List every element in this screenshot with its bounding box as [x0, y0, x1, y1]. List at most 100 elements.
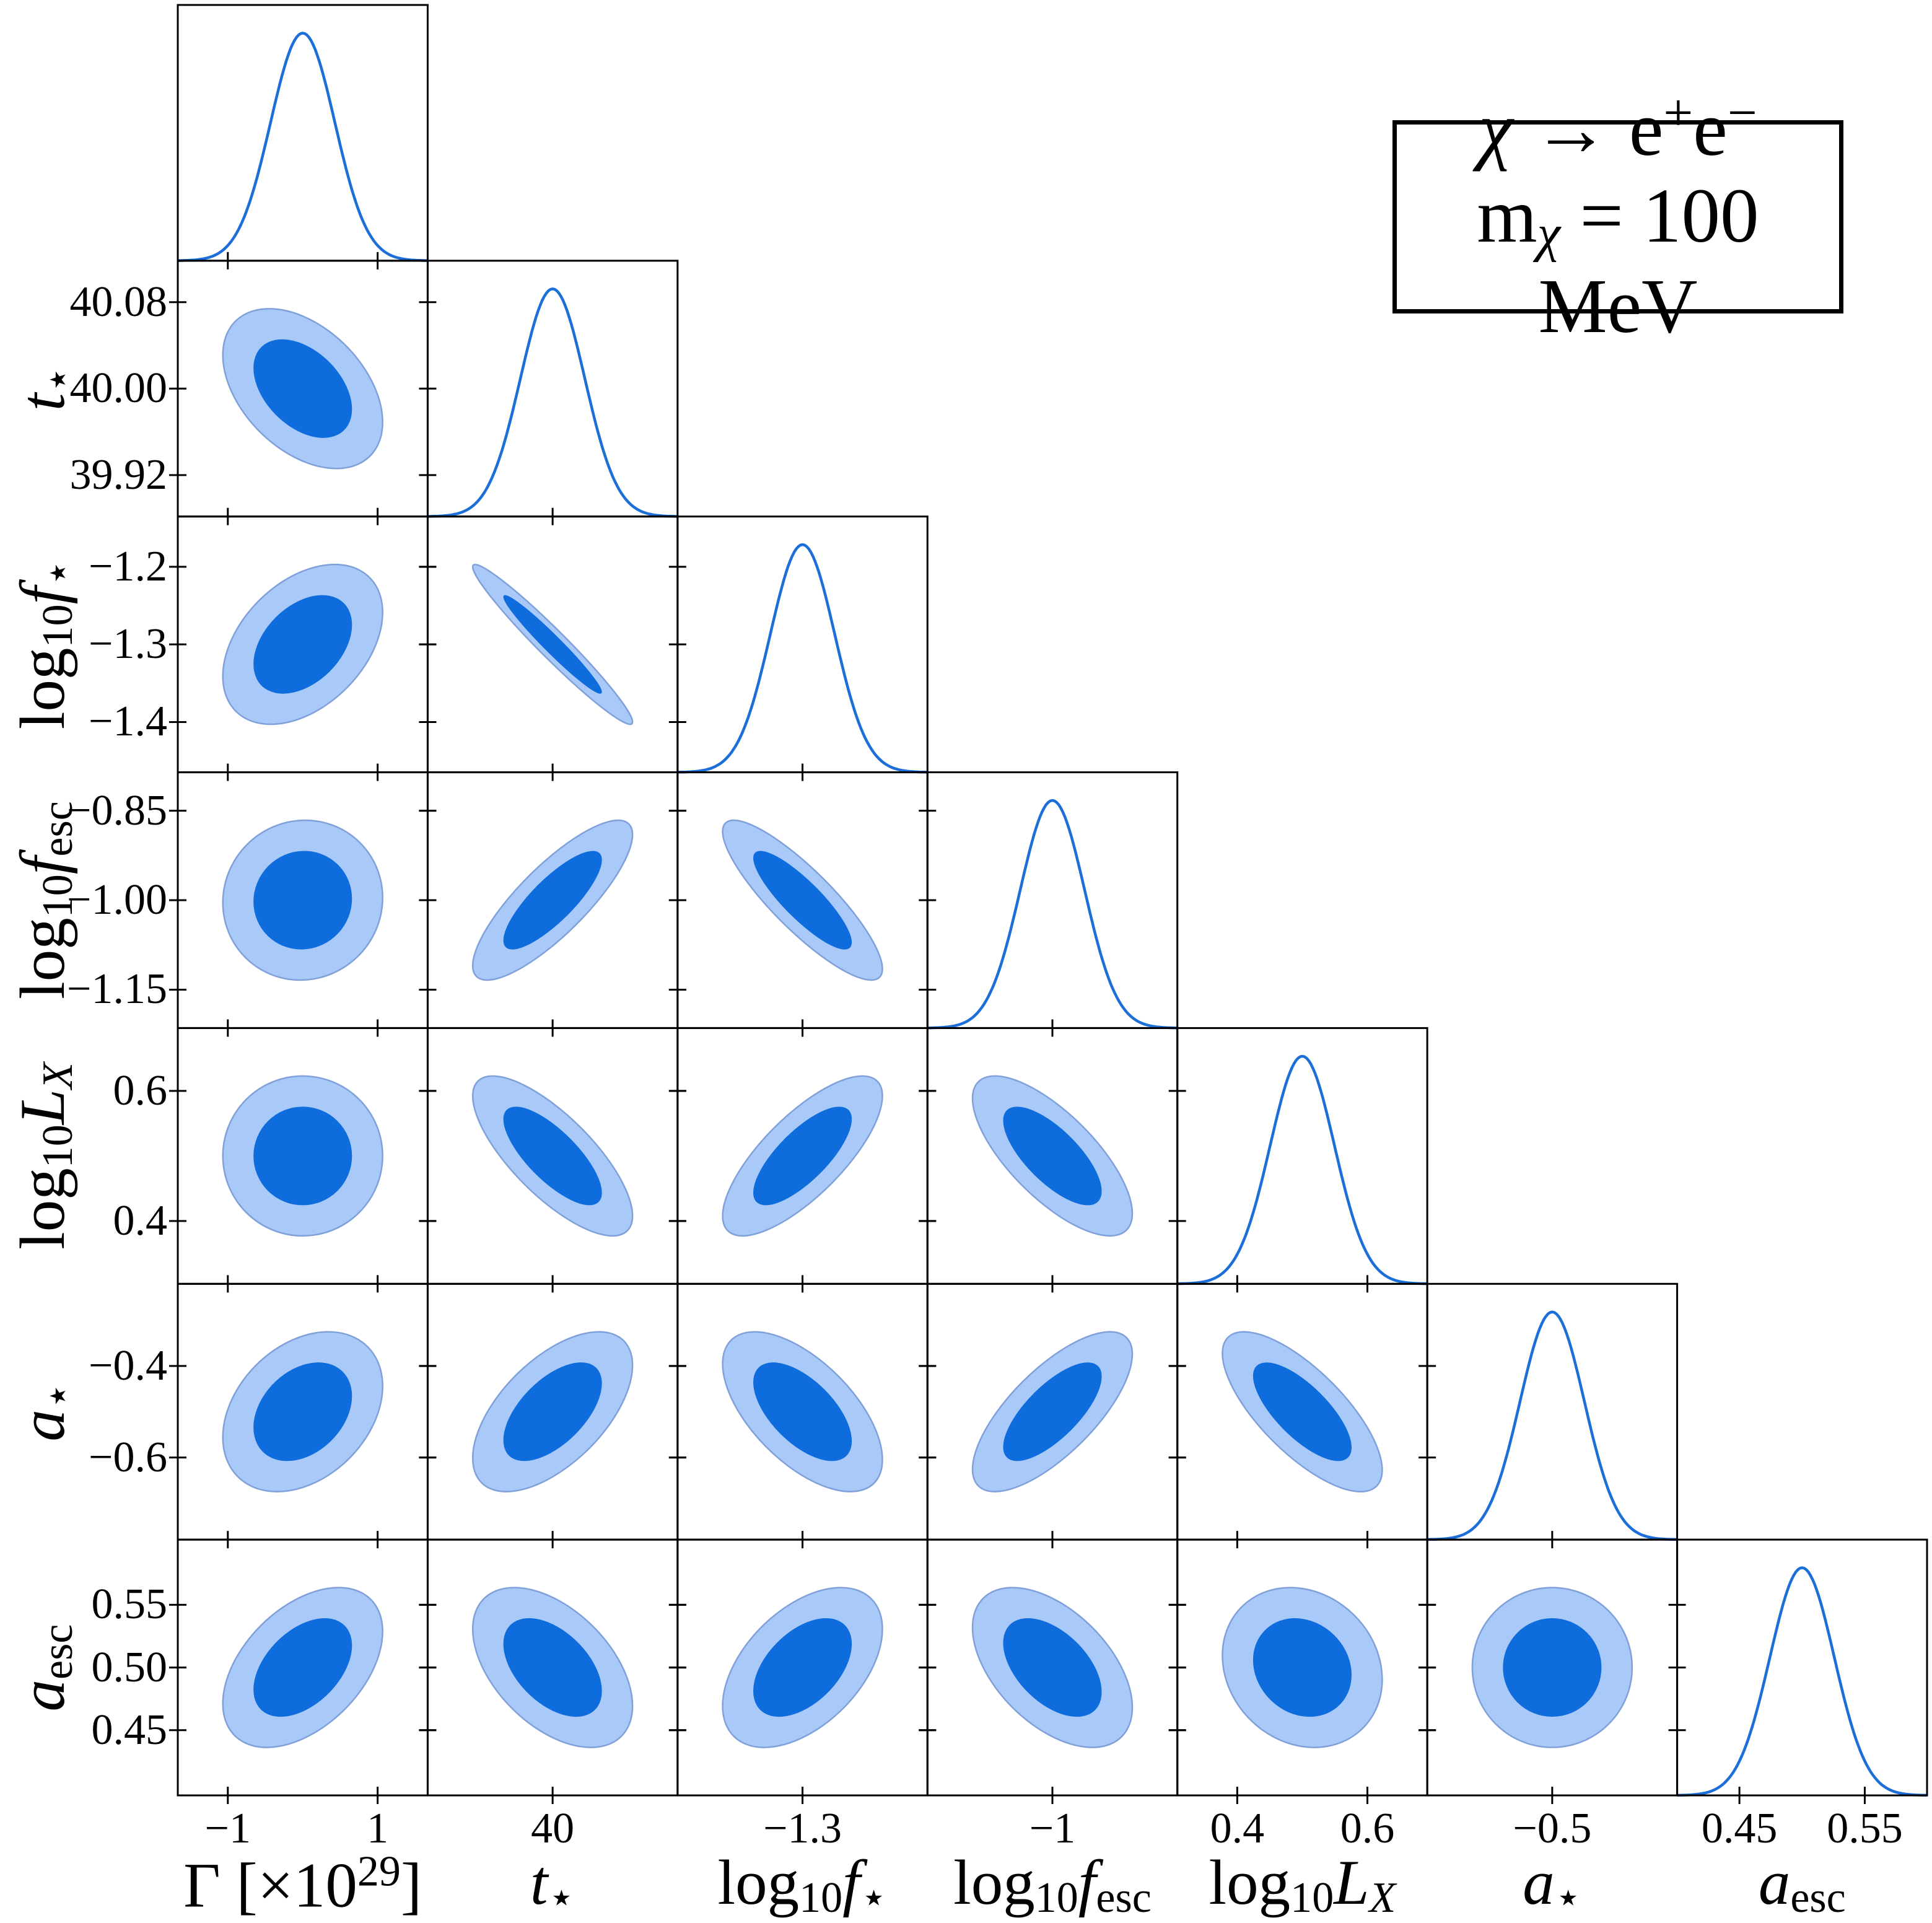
- label-segment: log: [7, 918, 79, 999]
- panel-frame: [926, 771, 1179, 1029]
- y-axis-label-log10_f_star: log10f⋆: [6, 559, 83, 729]
- density-curve-t_star: [427, 287, 678, 518]
- x-tick-label-log10_f_star-−1.3: −1.3: [763, 1805, 842, 1852]
- y-tick-label-log10_f_esc-−1.15: −1.15: [67, 965, 167, 1014]
- label-segment: f: [842, 1847, 860, 1919]
- contour-68: [1003, 1601, 1101, 1735]
- contour-68: [1003, 1087, 1101, 1225]
- label-segment: +: [1663, 83, 1694, 142]
- y-tick-label-log10_f_esc-−0.85: −0.85: [67, 786, 167, 834]
- density-curve-log10_f_esc: [927, 799, 1178, 1030]
- label-segment: esc: [33, 801, 82, 857]
- label-segment: t: [530, 1847, 548, 1919]
- label-segment: χ: [1537, 204, 1561, 263]
- contour-68: [254, 1107, 352, 1205]
- contour-68: [504, 1601, 601, 1734]
- panel-frame: [1176, 1027, 1428, 1285]
- contour-68: [754, 1601, 852, 1734]
- label-segment: 10: [33, 604, 82, 648]
- density-curve-Gamma_x1e29: [177, 32, 428, 262]
- panel-a_star-vs-log10_f_star: [668, 1282, 937, 1549]
- panel-a_esc-vs-t_star: [419, 1538, 686, 1805]
- label-segment: log: [1209, 1847, 1291, 1919]
- legend-line-2: mχ = 100 MeV: [1397, 173, 1839, 350]
- y-axis-label-t_star: t⋆: [6, 366, 83, 411]
- label-segment: ⋆: [33, 559, 82, 587]
- x-axis-label-a_star: a⋆: [1523, 1846, 1581, 1923]
- label-segment: f: [7, 586, 79, 605]
- x-tick-label-a_esc-0.45: 0.45: [1701, 1805, 1778, 1852]
- contour-68: [754, 833, 852, 968]
- y-axis-label-log10_f_esc: log10fesc: [6, 801, 83, 999]
- y-tick-label-log10_f_star-−1.3: −1.3: [89, 620, 167, 668]
- panel-a_esc-vs-log10_LX: [1168, 1538, 1436, 1805]
- panel-t_star-vs-Gamma_x1e29: [169, 260, 437, 525]
- panel-a_star-vs-log10_f_esc: [919, 1282, 1186, 1549]
- legend-line-1: χ → e+e−: [1479, 84, 1757, 173]
- panel-frame: [1676, 1538, 1928, 1797]
- panel-frame: [426, 260, 679, 518]
- contour-68: [754, 1087, 852, 1225]
- contour-68: [254, 1601, 352, 1733]
- y-axis-label-a_esc: aesc: [6, 1624, 83, 1711]
- x-axis-label-a_esc: aesc: [1759, 1846, 1846, 1923]
- label-segment: ⋆: [33, 1382, 82, 1409]
- panel-Gamma_x1e29-vs-Gamma_x1e29: [177, 4, 429, 269]
- panel-frame: [676, 515, 929, 774]
- x-tick-label-Gamma_x1e29-−1: −1: [204, 1805, 251, 1852]
- density-curve-log10_LX: [1177, 1054, 1428, 1286]
- panel-log10_f_esc-vs-log10_f_star: [668, 771, 937, 1037]
- panel-log10_f_esc-vs-t_star: [419, 771, 686, 1037]
- panel-a_esc-vs-log10_f_star: [668, 1538, 937, 1805]
- panel-log10_f_esc-vs-Gamma_x1e29: [169, 771, 437, 1037]
- y-tick-label-a_star-−0.6: −0.6: [89, 1433, 167, 1481]
- y-axis-label-log10_LX: log10LX: [6, 1062, 83, 1250]
- panel-a_star-vs-a_star: [1426, 1282, 1679, 1549]
- label-segment: log: [7, 1168, 79, 1250]
- y-tick-label-t_star-40.08: 40.08: [69, 278, 168, 326]
- label-segment: X: [33, 1062, 82, 1089]
- x-tick-label-a_esc-0.55: 0.55: [1827, 1805, 1903, 1852]
- y-tick-label-log10_LX-0.4: 0.4: [113, 1196, 168, 1245]
- x-axis-label-Gamma_x1e29: Γ [×1029]: [183, 1847, 422, 1922]
- x-axis-label-log10_f_esc: log10fesc: [953, 1846, 1152, 1923]
- y-tick-label-t_star-40.00: 40.00: [69, 364, 168, 413]
- label-segment: t: [7, 393, 79, 411]
- label-segment: 10: [33, 874, 82, 918]
- contour-68: [504, 832, 601, 968]
- label-segment: L: [7, 1089, 79, 1125]
- contour-68: [254, 580, 352, 709]
- label-segment: ⋆: [860, 1873, 888, 1922]
- x-axis-label-log10_LX: log10LX: [1209, 1846, 1396, 1923]
- density-curve-log10_f_star: [677, 543, 928, 774]
- contour-68: [1503, 1619, 1601, 1717]
- label-segment: 10: [1290, 1873, 1334, 1922]
- y-axis-label-a_star: a⋆: [6, 1382, 83, 1441]
- panel-frame: [177, 4, 429, 262]
- label-segment: 10: [1034, 1873, 1078, 1922]
- label-segment: a: [1523, 1847, 1555, 1919]
- label-segment: f: [1078, 1847, 1096, 1919]
- label-segment: 10: [33, 1124, 82, 1168]
- panel-log10_f_esc-vs-log10_f_esc: [926, 771, 1179, 1037]
- contour-68: [754, 1343, 852, 1480]
- y-tick-label-a_star-−0.4: −0.4: [89, 1341, 167, 1390]
- y-tick-label-log10_f_esc-−1.00: −1.00: [67, 876, 167, 924]
- label-segment: log: [7, 647, 79, 730]
- label-segment: −: [1727, 83, 1757, 142]
- label-segment: L: [1334, 1847, 1370, 1919]
- x-tick-label-log10_f_esc-−1: −1: [1029, 1805, 1076, 1852]
- contour-68: [504, 1087, 601, 1225]
- label-segment: a: [1758, 1847, 1791, 1919]
- label-segment: 29: [357, 1847, 401, 1896]
- label-segment: 10: [799, 1873, 843, 1922]
- label-segment: esc: [33, 1624, 82, 1680]
- panel-a_star-vs-t_star: [419, 1282, 686, 1549]
- x-tick-label-log10_LX-0.6: 0.6: [1340, 1805, 1395, 1852]
- contour-68: [1003, 1343, 1101, 1481]
- y-tick-label-log10_f_star-−1.4: −1.4: [89, 698, 167, 746]
- panel-a_esc-vs-a_star: [1418, 1538, 1686, 1805]
- panel-frame: [1426, 1282, 1679, 1541]
